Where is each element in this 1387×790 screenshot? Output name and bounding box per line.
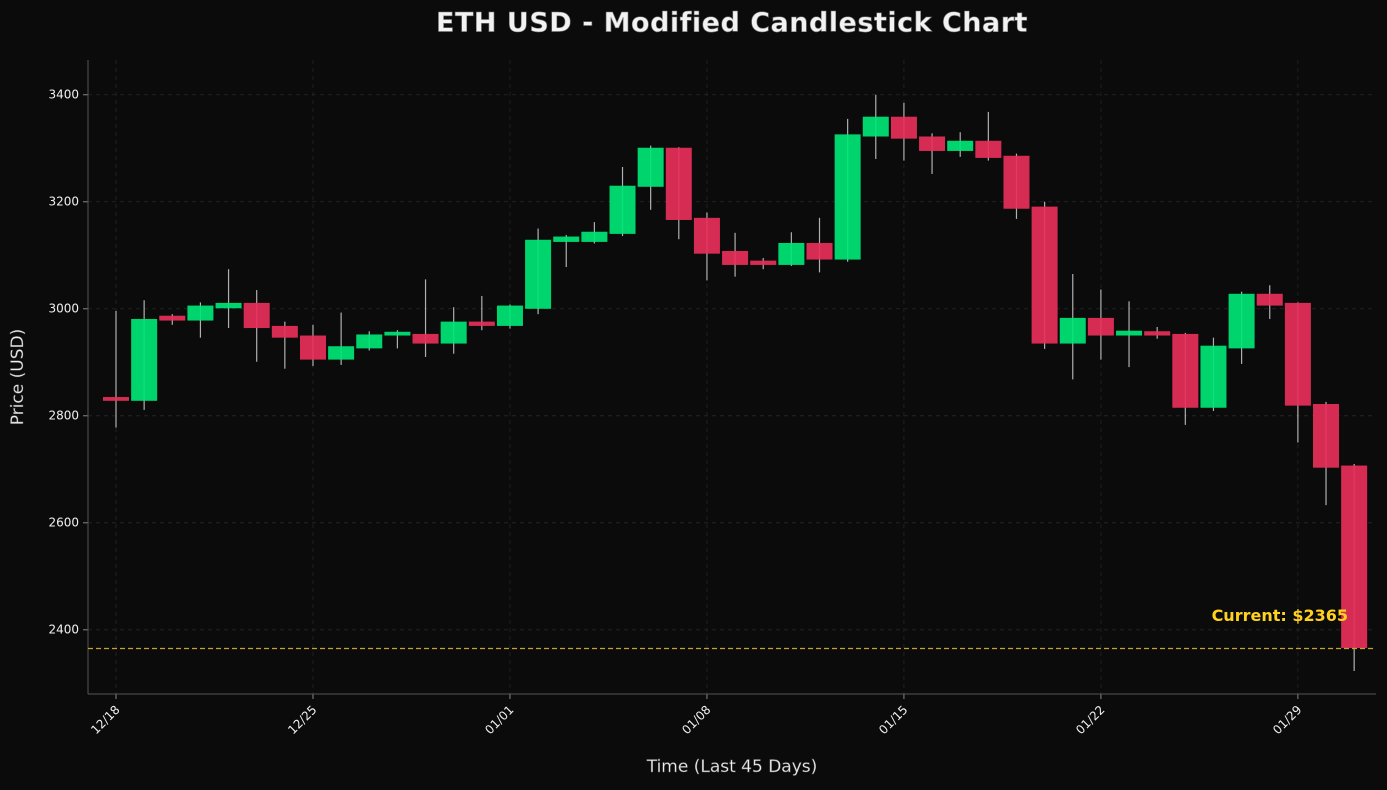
candle-body: [581, 231, 608, 242]
candle-body: [412, 333, 439, 344]
candle-body: [553, 236, 580, 242]
candle-body: [271, 325, 298, 338]
candle-body: [131, 318, 158, 401]
y-tick-label: 2800: [48, 408, 79, 422]
candle-body: [919, 136, 946, 151]
y-tick-label: 3400: [48, 87, 79, 101]
candle-body: [384, 331, 411, 336]
candle-body: [440, 321, 467, 344]
candle-body: [975, 140, 1002, 158]
candle-body: [468, 321, 495, 326]
candle-body: [834, 134, 861, 260]
candle-body: [1172, 333, 1199, 408]
y-tick-label: 2400: [48, 622, 79, 636]
x-tick-label: 12/18: [88, 703, 122, 737]
candle-body: [1200, 345, 1227, 408]
candle-body: [328, 346, 355, 360]
x-tick-label: 01/08: [679, 703, 713, 737]
candle-body: [609, 185, 636, 234]
candle-body: [862, 116, 889, 137]
candle-body: [693, 217, 720, 254]
candle-body: [243, 302, 270, 329]
candle-body: [1003, 155, 1030, 209]
x-tick-label: 01/01: [482, 703, 516, 737]
current-price-label: Current: $2365: [1212, 606, 1348, 625]
y-tick-label: 3200: [48, 194, 79, 208]
candle-body: [187, 305, 214, 321]
candle-body: [1284, 302, 1311, 406]
candle-body: [525, 239, 552, 309]
candle-body: [1228, 293, 1255, 349]
candle-body: [1116, 330, 1143, 336]
candle-body: [299, 335, 326, 360]
candle-body: [778, 242, 805, 265]
candle-body: [637, 147, 664, 187]
candle-body: [890, 116, 917, 139]
x-tick-label: 01/29: [1270, 703, 1304, 737]
candle-body: [1256, 293, 1283, 306]
candle-body: [806, 242, 833, 260]
candle-body: [103, 397, 129, 401]
y-axis-label: Price (USD): [8, 329, 28, 425]
candle-body: [1341, 465, 1368, 648]
candle-body: [665, 147, 692, 220]
candle-body: [1031, 206, 1058, 344]
x-tick-label: 01/22: [1073, 703, 1107, 737]
candle-body: [215, 302, 242, 309]
candle-body: [1059, 317, 1086, 344]
x-tick-label: 12/25: [285, 703, 319, 737]
y-tick-label: 2600: [48, 515, 79, 529]
candle-body: [947, 140, 974, 151]
chart-title: ETH USD - Modified Candlestick Chart: [436, 8, 1028, 39]
x-tick-label: 01/15: [876, 703, 910, 737]
candle-body: [1144, 331, 1171, 336]
candle-body: [1313, 404, 1340, 468]
candle-body: [750, 260, 777, 265]
y-tick-label: 3000: [48, 301, 79, 315]
x-axis-label: Time (Last 45 Days): [646, 757, 818, 777]
candle-body: [159, 315, 186, 321]
candle-body: [1087, 317, 1114, 336]
candle-body: [722, 251, 749, 265]
candle-body: [356, 334, 383, 349]
candle-body: [496, 305, 523, 326]
